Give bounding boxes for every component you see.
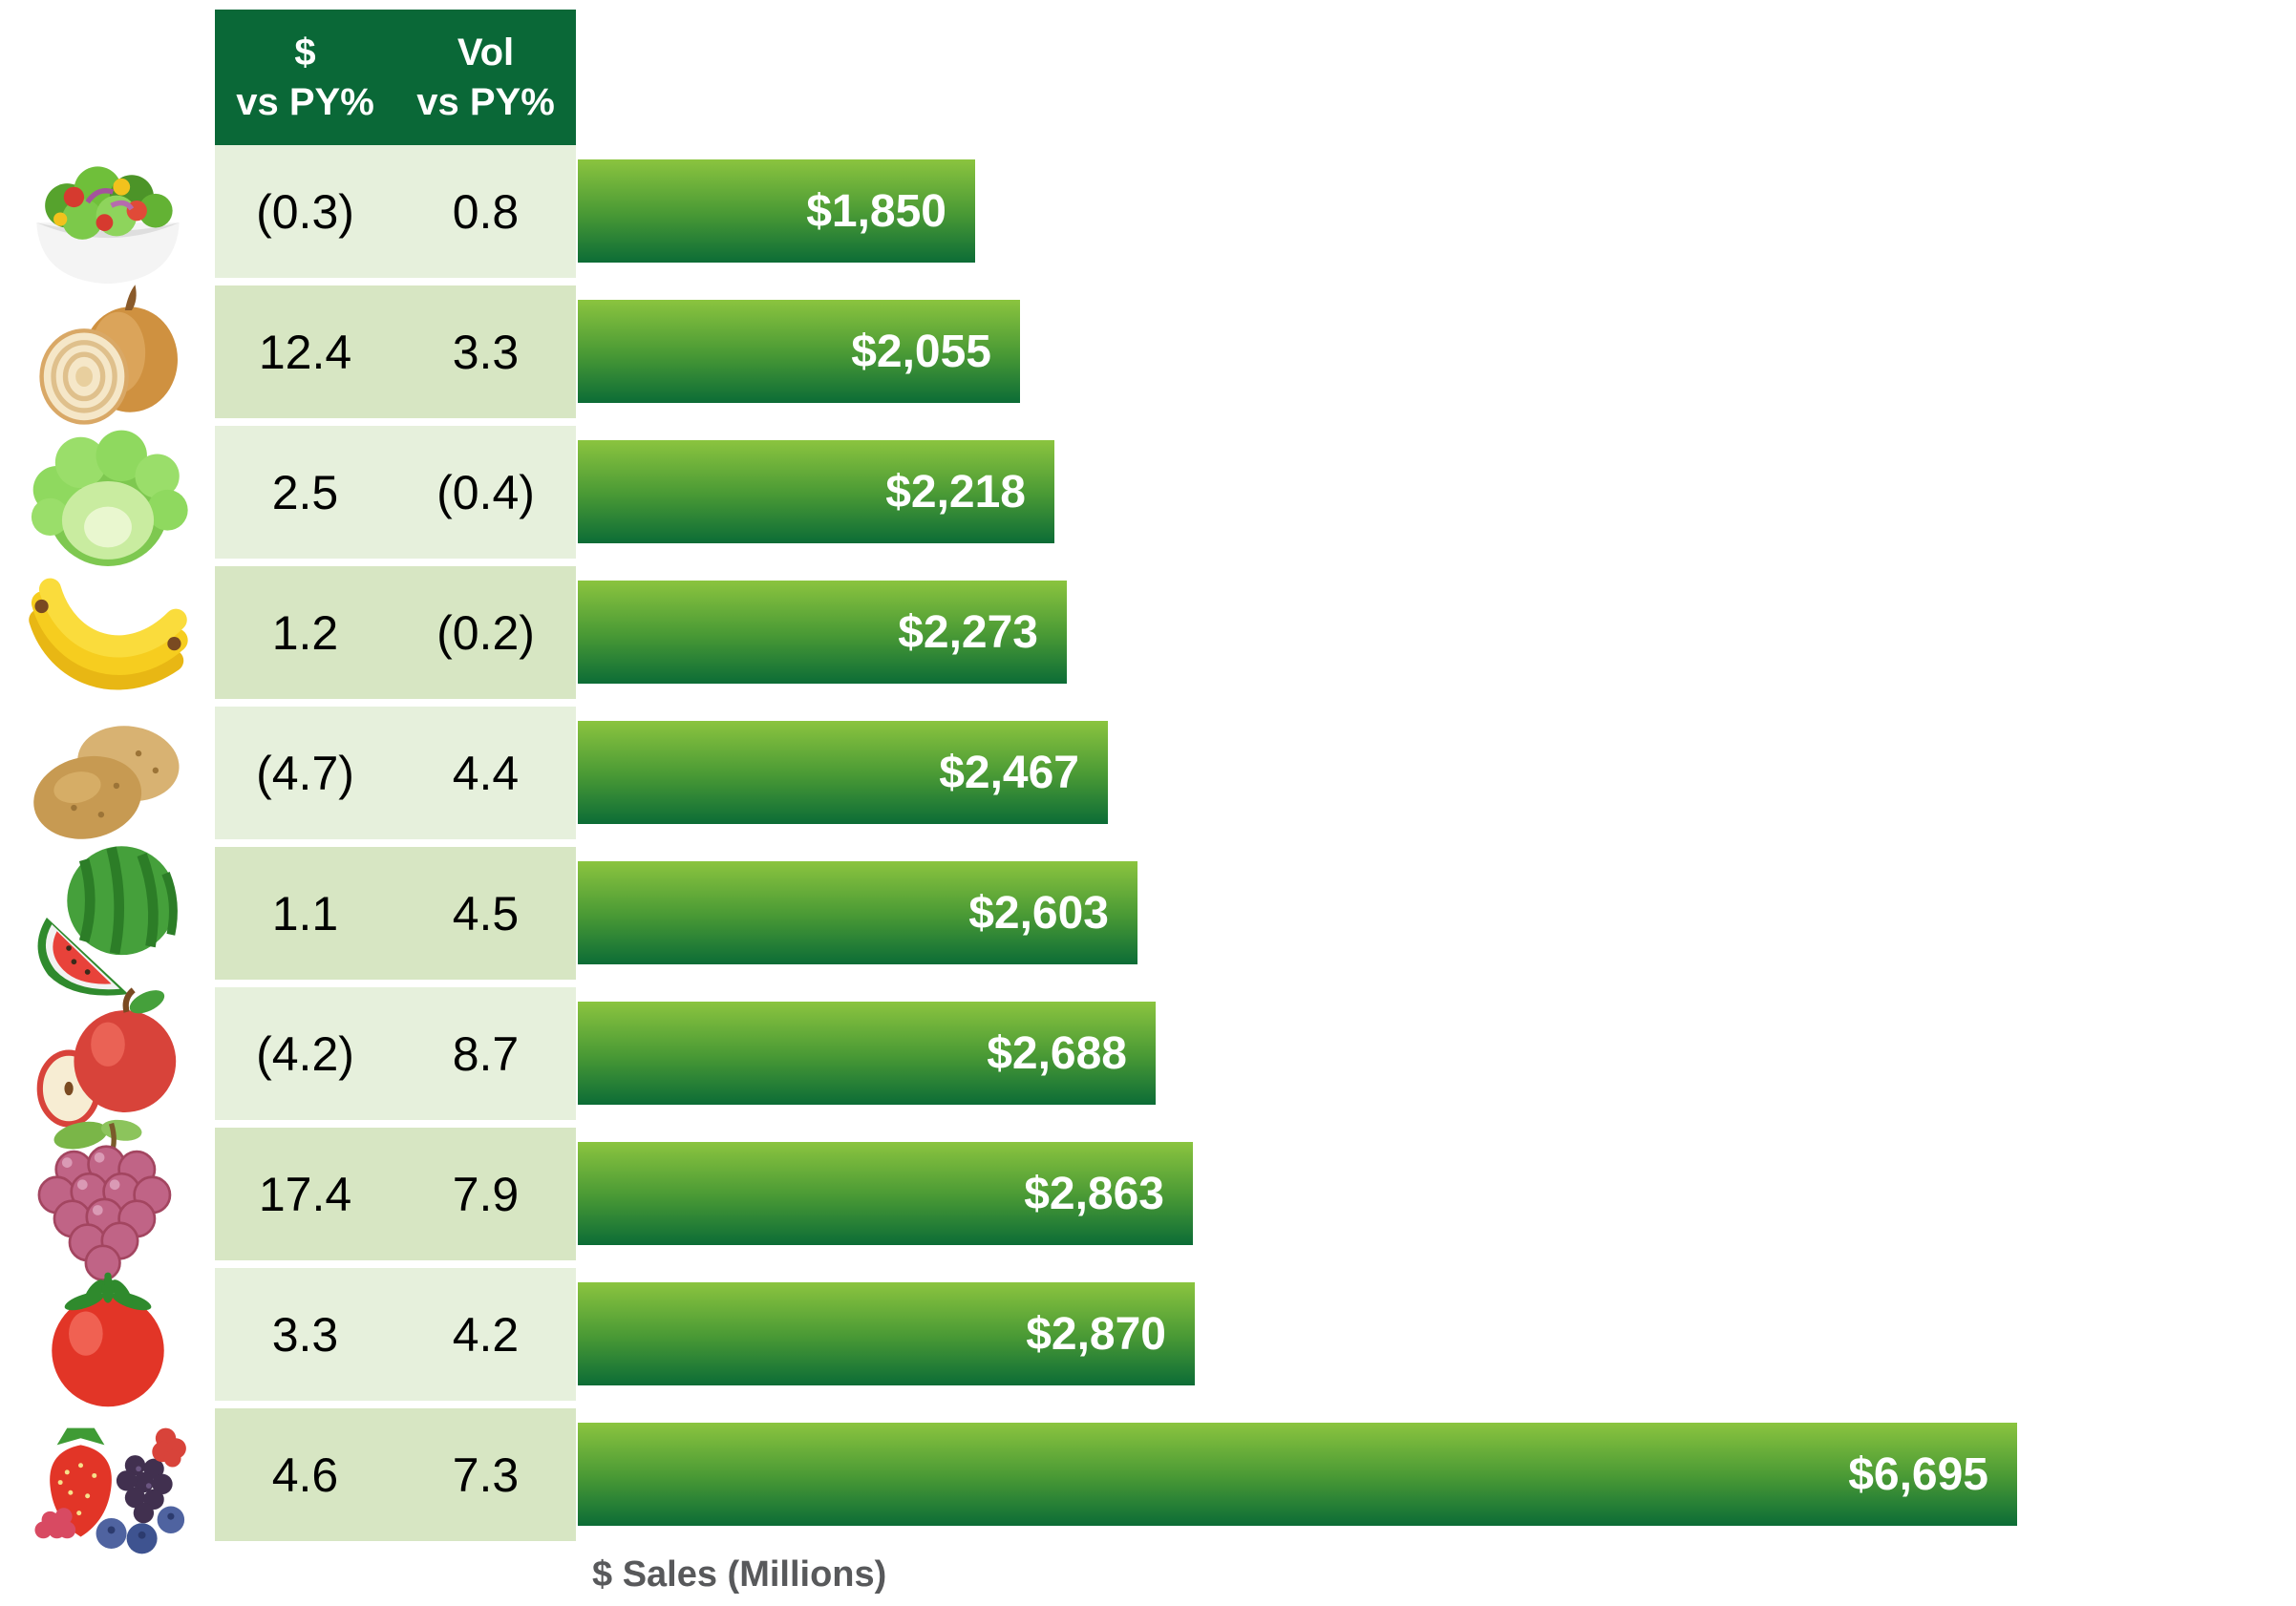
sales-bar: $2,273 [578,581,1067,684]
header-dollar-line1: $ [294,32,316,74]
header-vol-line2: vs PY% [416,81,555,123]
apple-icon [23,973,193,1143]
sales-bar: $6,695 [578,1423,2017,1526]
produce-icon-cell [0,845,215,996]
berries-icon [23,1394,193,1564]
vol-vs-py-value: 7.3 [395,1408,576,1541]
header-vol-line1: Vol [457,32,515,74]
table-row-apples: (4.2) 8.7 $2,688 [0,986,2296,1128]
sales-value-label: $2,273 [898,606,1038,658]
bar-area: $1,850 [576,145,2296,285]
vol-vs-py-value: (0.4) [395,426,576,559]
produce-icon-cell [0,1119,215,1281]
produce-icon-cell [0,426,215,566]
produce-icon-cell [0,1408,215,1553]
table-row-bananas: 1.2 (0.2) $2,273 [0,566,2296,707]
sales-value-label: $2,863 [1024,1168,1164,1219]
produce-icon-cell [0,1268,215,1408]
produce-icon-cell [0,986,215,1128]
dollar-vs-py-value: 4.6 [215,1408,395,1541]
table-row-watermelon: 1.1 4.5 $2,603 [0,845,2296,996]
vol-vs-py-value: 7.9 [395,1128,576,1260]
bar-area: $2,273 [576,566,2296,707]
sales-value-label: $1,850 [806,185,946,237]
table-row-potatoes: (4.7) 4.4 $2,467 [0,707,2296,847]
dollar-vs-py-value: 17.4 [215,1128,395,1260]
sales-value-label: $6,695 [1848,1448,1988,1500]
sales-bar: $2,055 [578,300,1020,403]
dollar-vs-py-value: (4.7) [215,707,395,839]
bar-area: $2,055 [576,285,2296,426]
sales-bar: $2,863 [578,1142,1193,1245]
sales-bar: $2,688 [578,1002,1156,1105]
table-row-lettuce: 2.5 (0.4) $2,218 [0,426,2296,566]
dollar-vs-py-value: (4.2) [215,987,395,1120]
produce-icon-cell [0,707,215,847]
lettuce-icon [23,412,193,581]
sales-value-label: $2,055 [851,326,991,377]
vol-vs-py-value: 0.8 [395,145,576,278]
dollar-vs-py-value: (0.3) [215,145,395,278]
sales-value-label: $2,603 [968,887,1109,939]
dollar-vs-py-value: 12.4 [215,285,395,418]
sales-bar: $2,603 [578,861,1137,964]
grapes-icon [23,1113,193,1283]
x-axis-label: $ Sales (Millions) [592,1554,887,1595]
sales-bar: $1,850 [578,159,975,263]
sales-bar: $2,870 [578,1282,1195,1385]
sales-value-label: $2,870 [1026,1308,1166,1360]
header-dollar-line2: vs PY% [236,81,374,123]
table-row-salad: (0.3) 0.8 $1,850 [0,145,2296,285]
column-header-vol-vs-py: Vol vs PY% [395,10,576,145]
vol-vs-py-value: 8.7 [395,987,576,1120]
table-header: $ vs PY% Vol vs PY% [215,10,576,145]
dollar-vs-py-value: 2.5 [215,426,395,559]
sales-value-label: $2,688 [987,1027,1127,1079]
table-row-grapes: 17.4 7.9 $2,863 [0,1119,2296,1281]
table-row-berries: 4.6 7.3 $6,695 [0,1408,2296,1553]
bar-area: $2,688 [576,987,2296,1128]
bar-area: $2,218 [576,426,2296,566]
bar-area: $2,603 [576,847,2296,987]
bar-area: $2,870 [576,1268,2296,1408]
bar-area: $2,467 [576,707,2296,847]
onion-icon [23,271,193,441]
sales-value-label: $2,218 [885,466,1026,518]
vol-vs-py-value: 4.4 [395,707,576,839]
sales-value-label: $2,467 [939,747,1079,798]
produce-icon-cell [0,566,215,707]
bar-area: $6,695 [576,1408,2296,1549]
vol-vs-py-value: 4.5 [395,847,576,980]
watermelon-icon [23,833,193,1003]
banana-icon [23,552,193,722]
tomato-icon [23,1254,193,1424]
produce-icon-cell [0,284,215,426]
salad-icon [23,131,193,301]
dollar-vs-py-value: 1.2 [215,566,395,699]
table-row-onions: 12.4 3.3 $2,055 [0,284,2296,426]
table-row-tomatoes: 3.3 4.2 $2,870 [0,1268,2296,1408]
sales-bar: $2,467 [578,721,1108,824]
column-header-dollar-vs-py: $ vs PY% [215,10,395,145]
dollar-vs-py-value: 1.1 [215,847,395,980]
table-rows: (0.3) 0.8 $1,850 12.4 3.3 $2,055 [0,145,2296,1553]
bar-area: $2,863 [576,1128,2296,1268]
potato-icon [23,692,193,862]
vol-vs-py-value: 3.3 [395,285,576,418]
vol-vs-py-value: 4.2 [395,1268,576,1401]
produce-icon-cell [0,145,215,285]
dollar-vs-py-value: 3.3 [215,1268,395,1401]
sales-bar: $2,218 [578,440,1054,543]
vol-vs-py-value: (0.2) [395,566,576,699]
